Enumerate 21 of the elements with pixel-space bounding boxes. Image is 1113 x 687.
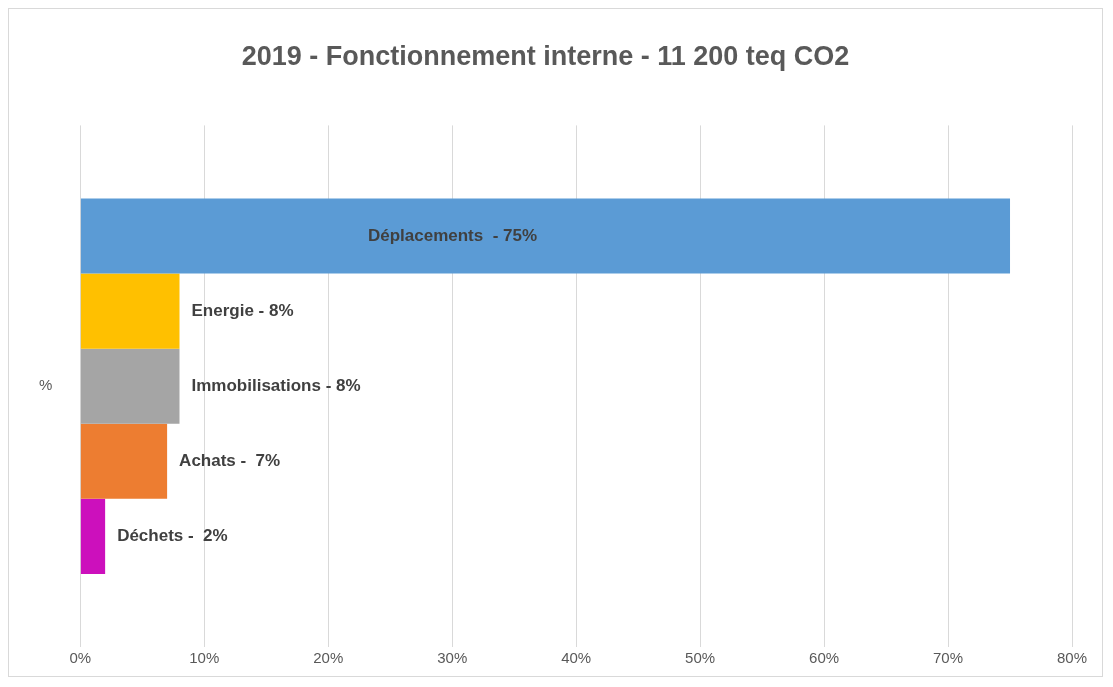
x-tick-label: 10%	[189, 649, 220, 667]
x-tick-label: 60%	[809, 649, 840, 667]
bar	[80, 198, 1011, 274]
y-tick-label: %	[38, 376, 53, 394]
annotation: Achats - 7%	[179, 451, 281, 470]
bar	[80, 423, 168, 499]
x-tick-label: 0%	[69, 649, 92, 667]
x-tick-label: 50%	[685, 649, 716, 667]
bar	[80, 348, 180, 424]
x-tick-label: 70%	[933, 649, 964, 667]
x-tick-label: 80%	[1056, 649, 1088, 667]
annotation: Déplacements - 75%	[367, 225, 538, 245]
x-tick-label: 40%	[561, 649, 592, 667]
chart-title: 2019 - Fonctionnement interne - 11 200 teq CO2	[241, 40, 850, 71]
annotation: Immobilisations - 8%	[191, 375, 361, 395]
bar	[80, 273, 180, 349]
annotation: Energie - 8%	[191, 300, 294, 320]
x-tick-label: 20%	[313, 649, 344, 667]
x-tick-label: 30%	[437, 649, 468, 667]
annotation: Déchets - 2%	[117, 526, 228, 546]
bar	[80, 498, 106, 574]
